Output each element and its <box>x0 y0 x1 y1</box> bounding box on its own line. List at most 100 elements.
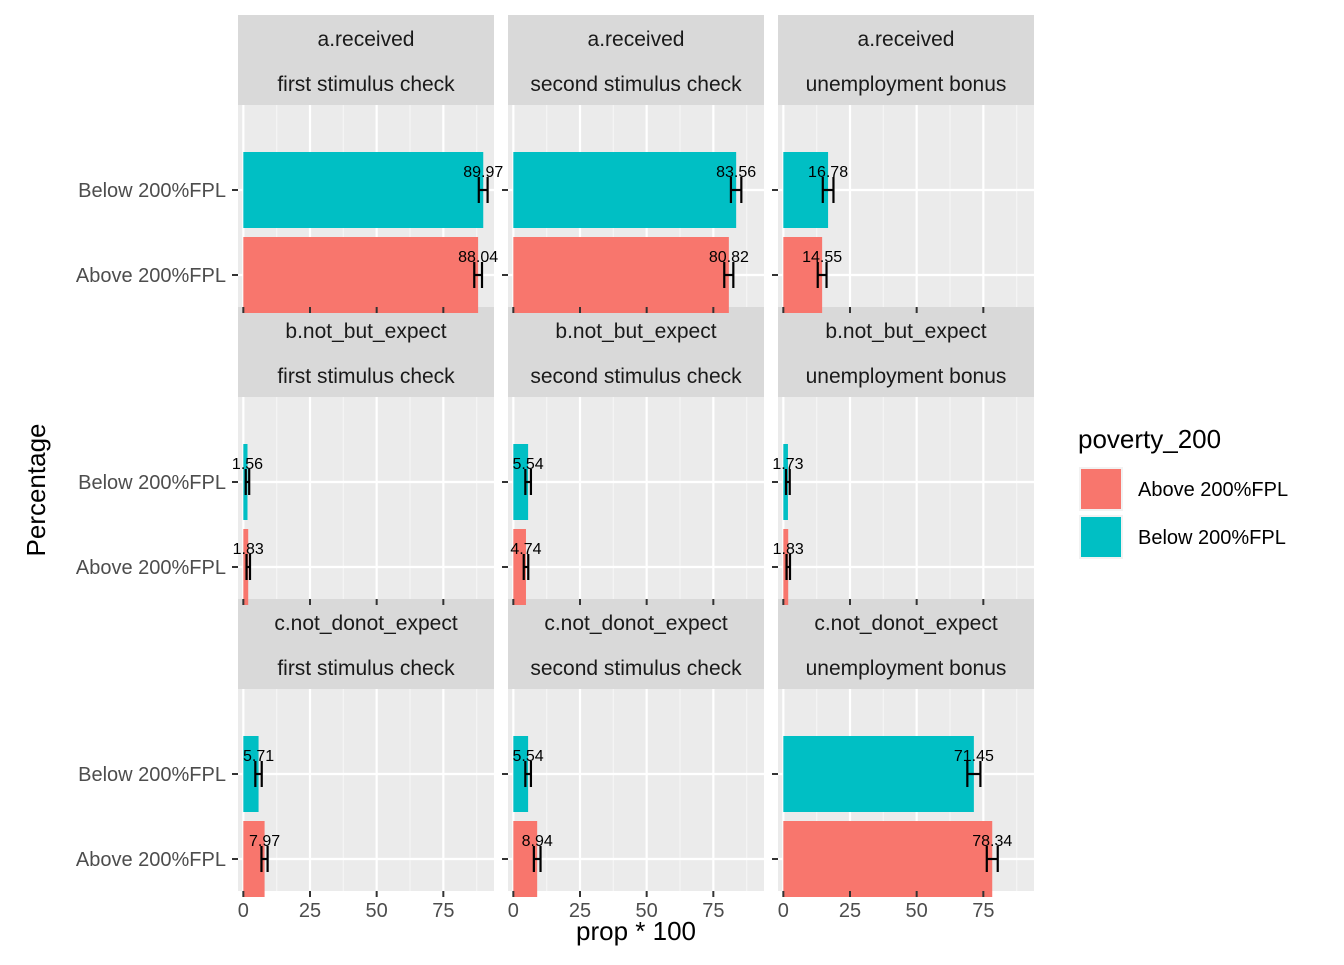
strip-col-bg <box>508 644 764 689</box>
legend-swatch <box>1081 517 1121 557</box>
strip-col-bg <box>778 352 1034 397</box>
bar <box>783 821 993 897</box>
data-label: 1.83 <box>233 541 264 558</box>
x-tick-label: 75 <box>702 900 724 922</box>
strip-col-label: first stimulus check <box>277 73 455 96</box>
strip-col-label: second stimulus check <box>530 73 742 96</box>
x-tick-label: 0 <box>238 900 249 922</box>
x-tick-label: 0 <box>778 900 789 922</box>
x-tick-label: 75 <box>432 900 454 922</box>
bar <box>783 237 823 313</box>
data-label: 4.74 <box>510 541 541 558</box>
panel-background <box>238 689 494 891</box>
bar <box>783 152 829 228</box>
y-tick-label: Below 200%FPL <box>78 180 226 202</box>
data-label: 78.34 <box>972 833 1012 850</box>
strip-col-bg <box>778 60 1034 105</box>
bar <box>243 736 259 812</box>
strip-col-label: unemployment bonus <box>806 365 1007 388</box>
strip-row-label: a.received <box>588 28 685 51</box>
panel-background <box>778 397 1034 599</box>
y-axis-title: Percentage <box>21 424 51 557</box>
strip-row-bg <box>238 599 494 644</box>
data-label: 1.56 <box>232 456 263 473</box>
data-label: 7.97 <box>249 833 280 850</box>
data-label: 89.97 <box>463 164 503 181</box>
strip-row-label: a.received <box>858 28 955 51</box>
bar <box>513 821 538 897</box>
bar <box>243 152 484 228</box>
x-tick-label: 75 <box>972 900 994 922</box>
data-label: 14.55 <box>802 249 842 266</box>
x-tick-label: 25 <box>299 900 321 922</box>
y-tick-label: Above 200%FPL <box>76 265 226 287</box>
strip-row-bg <box>508 307 764 352</box>
strip-row-label: c.not_donot_expect <box>274 612 457 635</box>
bar <box>513 237 729 313</box>
strip-row-bg <box>778 307 1034 352</box>
strip-row-label: c.not_donot_expect <box>544 612 727 635</box>
legend-label: Above 200%FPL <box>1138 479 1288 501</box>
data-label: 88.04 <box>458 249 498 266</box>
strip-row-bg <box>508 599 764 644</box>
data-label: 8.94 <box>522 833 553 850</box>
legend-swatch <box>1081 469 1121 509</box>
strip-col-label: second stimulus check <box>530 365 742 388</box>
strip-col-label: unemployment bonus <box>806 73 1007 96</box>
strip-row-label: c.not_donot_expect <box>814 612 997 635</box>
y-tick-label: Above 200%FPL <box>76 557 226 579</box>
strip-col-bg <box>508 60 764 105</box>
data-label: 1.73 <box>772 456 803 473</box>
x-tick-label: 25 <box>839 900 861 922</box>
legend-label: Below 200%FPL <box>1138 527 1286 549</box>
y-tick-label: Below 200%FPL <box>78 764 226 786</box>
data-label: 5.71 <box>243 748 274 765</box>
panel-background <box>508 689 764 891</box>
y-tick-label: Above 200%FPL <box>76 849 226 871</box>
bar <box>783 736 974 812</box>
x-tick-label: 50 <box>366 900 388 922</box>
panel-background <box>508 397 764 599</box>
strip-col-label: first stimulus check <box>277 657 455 680</box>
data-label: 83.56 <box>716 164 756 181</box>
strip-row-bg <box>778 15 1034 60</box>
strip-row-bg <box>778 599 1034 644</box>
strip-row-label: b.not_but_expect <box>555 320 716 343</box>
strip-row-label: b.not_but_expect <box>285 320 446 343</box>
strip-row-label: a.received <box>318 28 415 51</box>
data-label: 5.54 <box>513 748 544 765</box>
data-label: 80.82 <box>709 249 749 266</box>
data-label: 5.54 <box>513 456 544 473</box>
data-label: 1.83 <box>773 541 804 558</box>
bar <box>243 237 479 313</box>
bar <box>513 152 737 228</box>
strip-col-label: second stimulus check <box>530 657 742 680</box>
x-tick-label: 50 <box>906 900 928 922</box>
bar <box>513 529 526 605</box>
bar <box>513 736 529 812</box>
bar <box>243 821 265 897</box>
x-tick-label: 0 <box>508 900 519 922</box>
x-tick-label: 25 <box>569 900 591 922</box>
x-axis-title: prop * 100 <box>576 916 696 946</box>
strip-col-bg <box>238 60 494 105</box>
bar <box>513 444 529 520</box>
strip-col-bg <box>508 352 764 397</box>
y-tick-label: Below 200%FPL <box>78 472 226 494</box>
panel-background <box>238 397 494 599</box>
strip-row-label: b.not_but_expect <box>825 320 986 343</box>
strip-col-bg <box>778 644 1034 689</box>
strip-row-bg <box>238 15 494 60</box>
strip-col-label: first stimulus check <box>277 365 455 388</box>
x-tick-label: 50 <box>636 900 658 922</box>
strip-col-bg <box>238 352 494 397</box>
legend-title: poverty_200 <box>1078 424 1221 454</box>
strip-col-label: unemployment bonus <box>806 657 1007 680</box>
strip-col-bg <box>238 644 494 689</box>
strip-row-bg <box>238 307 494 352</box>
strip-row-bg <box>508 15 764 60</box>
data-label: 16.78 <box>808 164 848 181</box>
data-label: 71.45 <box>954 748 994 765</box>
